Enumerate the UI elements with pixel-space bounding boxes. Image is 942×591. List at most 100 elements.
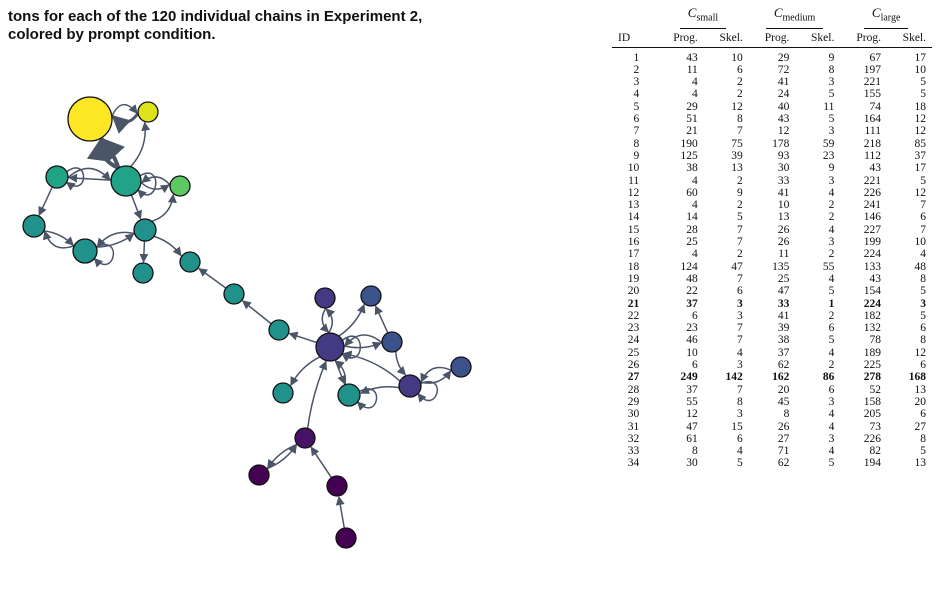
table-cell: 6 [920, 359, 926, 372]
table-cell: 30 [686, 457, 698, 470]
table-cell: 62 [777, 359, 790, 372]
table-cell: 2 [737, 199, 743, 212]
table-row: 22 6 3 41 2 182 5 [612, 310, 932, 322]
table-cell: 12 [731, 100, 743, 113]
table-cell: 2 [828, 199, 835, 212]
table-cell: 199 [863, 236, 881, 249]
table-cell: 60 [686, 186, 698, 199]
table-cell: 26 [777, 420, 790, 433]
table-cell-id: 32 [627, 432, 640, 445]
table-cell: 11 [823, 100, 835, 113]
table-cell: 6 [692, 359, 698, 372]
table-cell: 47 [731, 260, 743, 273]
table-row: 15 28 7 26 4 227 7 [612, 224, 932, 236]
table-cell-id: 24 [627, 334, 640, 347]
table-row: 28 37 7 20 6 52 13 [612, 384, 932, 396]
table-cell: 93 [777, 149, 790, 162]
graph-edge [334, 359, 346, 385]
graph-edge [153, 235, 182, 257]
table-cell-id: 31 [627, 420, 640, 433]
graph-edge [343, 341, 382, 351]
table-cell: 41 [777, 186, 790, 199]
graph-edge [151, 193, 177, 223]
table-cell-id: 19 [627, 272, 640, 285]
table-row: 31 47 15 26 4 73 27 [612, 421, 932, 433]
col-header-small-skel: Skel. [703, 28, 749, 48]
table-row: 19 48 7 25 4 43 8 [612, 273, 932, 285]
graph-node [450, 356, 472, 378]
table-row: 7 21 7 12 3 111 12 [612, 125, 932, 137]
table-cell: 55 [686, 395, 698, 408]
graph-node [315, 332, 345, 362]
table-cell: 33 [777, 297, 790, 310]
table-cell: 5 [828, 334, 835, 347]
table-cell: 2 [737, 174, 743, 187]
table-cell: 5 [920, 76, 926, 89]
table-cell: 8 [692, 445, 698, 458]
graph-node [67, 96, 113, 142]
table-cell: 164 [863, 113, 881, 126]
table-cell: 8 [828, 63, 835, 76]
table-cell: 5 [920, 309, 926, 322]
table-cell: 111 [864, 125, 881, 138]
table-cell: 182 [863, 309, 881, 322]
table-row: 5 29 12 40 11 74 18 [612, 101, 932, 113]
table-cell: 4 [828, 420, 835, 433]
table-cell: 52 [869, 383, 881, 396]
table-cell: 155 [863, 88, 881, 101]
table-cell: 4 [828, 186, 835, 199]
table-cell: 11 [686, 63, 698, 76]
table-row: 18 124 47 135 55 133 48 [612, 261, 932, 273]
table-cell: 7 [737, 334, 743, 347]
table-cell: 21 [686, 125, 698, 138]
table-cell: 12 [777, 125, 790, 138]
graph-node [335, 527, 357, 549]
table-row: 6 51 8 43 5 164 12 [612, 113, 932, 125]
table-group-header-row: Csmall Cmedium Clarge [612, 4, 932, 29]
group-header-small: Csmall [657, 4, 749, 29]
table-cell: 38 [777, 334, 790, 347]
table-cell-id: 27 [627, 371, 640, 384]
table-cell: 6 [737, 285, 743, 298]
table-cell: 8 [920, 334, 926, 347]
table-cell: 51 [686, 113, 698, 126]
table-cell-id: 8 [633, 137, 640, 150]
table-cell: 6 [920, 211, 926, 224]
table-cell: 7 [737, 223, 743, 236]
graph-self-loop [137, 172, 157, 199]
table-cell: 6 [920, 322, 926, 335]
table-cell: 30 [777, 162, 790, 175]
graph-node [248, 464, 270, 486]
table-cell: 5 [737, 457, 743, 470]
table-cell: 7 [737, 236, 743, 249]
table-cell: 37 [686, 383, 698, 396]
graph-edge [374, 305, 389, 334]
table-cell: 5 [828, 457, 835, 470]
table-cell: 249 [680, 371, 698, 384]
table-cell: 3 [737, 297, 743, 310]
table-cell: 2 [737, 88, 743, 101]
graph-node [179, 251, 201, 273]
graph-edge [198, 267, 227, 289]
table-cell: 197 [863, 63, 881, 76]
table-cell-id: 34 [627, 457, 640, 470]
table-cell-id: 15 [627, 223, 640, 236]
table-row: 29 55 8 45 3 158 20 [612, 396, 932, 408]
col-header-large-prog: Prog. [840, 28, 887, 48]
graph-node [314, 287, 336, 309]
table-cell: 74 [869, 100, 881, 113]
table-cell: 12 [686, 408, 698, 421]
table-cell: 7 [737, 383, 743, 396]
table-cell: 154 [863, 285, 881, 298]
table-cell: 10 [731, 51, 743, 64]
table-cell: 12 [914, 186, 927, 199]
table-cell: 13 [914, 457, 927, 470]
table-cell: 12 [914, 346, 927, 359]
table-cell: 226 [863, 186, 881, 199]
table-cell-id: 21 [627, 297, 640, 310]
table-cell-id: 7 [633, 125, 640, 138]
graph-edge [111, 103, 138, 117]
table-cell: 2 [737, 76, 743, 89]
table-cell: 142 [725, 371, 743, 384]
table-cell: 5 [920, 88, 926, 101]
